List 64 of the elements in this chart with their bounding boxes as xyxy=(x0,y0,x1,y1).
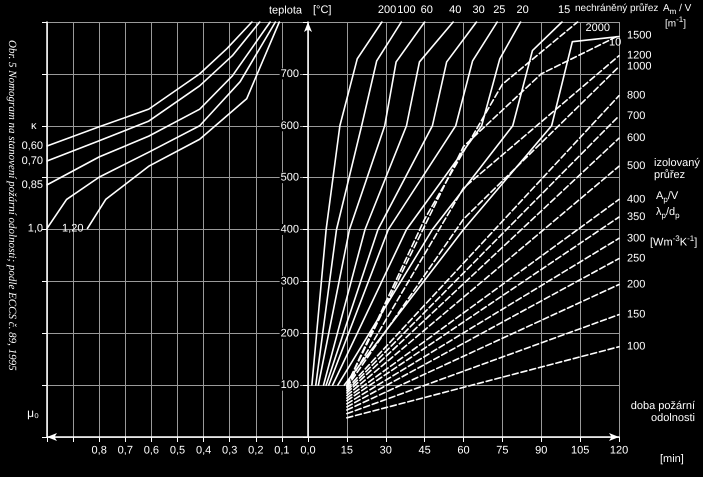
series-label: 1,0 xyxy=(28,222,43,234)
x-tick-label: 0,1 xyxy=(274,444,290,456)
series-label: 200 xyxy=(378,4,396,16)
series-label: 20 xyxy=(516,4,529,16)
x-tick-label: 0,2 xyxy=(248,444,264,456)
series-label: 100 xyxy=(627,340,646,353)
series-label: 2000 xyxy=(586,22,610,34)
x-tick-label: 15 xyxy=(340,444,353,456)
y-tick-label: 100 xyxy=(280,379,299,392)
x-tick-label: 0,0 xyxy=(300,444,316,456)
series-label: 200 xyxy=(627,278,646,290)
series-label: 0,70 xyxy=(22,155,43,168)
text: [min] xyxy=(660,453,684,465)
series-label: 400 xyxy=(627,193,646,206)
series-label: 25 xyxy=(493,4,506,16)
x-tick-label: 105 xyxy=(570,444,590,456)
x-tick-label: 90 xyxy=(535,444,548,456)
series-label: 600 xyxy=(627,132,646,144)
series-label: 150 xyxy=(627,308,646,321)
series-label: 1500 xyxy=(627,29,652,42)
series-label: 350 xyxy=(627,211,646,224)
x-tick-label: 75 xyxy=(496,444,508,456)
text: [Wm$^{-3}$K$^{-1}$] xyxy=(650,233,698,249)
y-tick-label: 400 xyxy=(280,224,299,236)
x-tick-label: 0,6 xyxy=(144,444,160,456)
text: A$_{p}$/V λ$_{p}$/d$_{p}$ xyxy=(656,190,681,222)
x-tick-label: 0,7 xyxy=(118,444,133,456)
y-tick-label: 300 xyxy=(280,275,299,288)
x-tick-label: 0,5 xyxy=(170,444,186,456)
x-tick-label: 0,4 xyxy=(196,444,212,456)
series-label: 40 xyxy=(449,4,462,16)
series-label: 700 xyxy=(627,110,646,122)
text: Obr. 5 Nomogram na stanovení požární odolnosti; podle ECCS č. 89, 1995 xyxy=(6,40,18,371)
series-label: 500 xyxy=(627,160,646,172)
text: A$_{m}$ / V xyxy=(663,3,692,16)
x-axis-title: doba požární odolnosti xyxy=(630,400,695,424)
series-label: 800 xyxy=(627,90,646,102)
text: nechráněný průřez xyxy=(575,3,658,15)
text: izolovaný průřez xyxy=(654,157,701,181)
y-tick-label: 500 xyxy=(280,172,299,184)
x-tick-label: 30 xyxy=(380,444,392,456)
series-label: 0,85 xyxy=(22,178,43,191)
series-label: 250 xyxy=(627,252,646,265)
text: κ xyxy=(31,120,36,132)
x-tick-label: 0,8 xyxy=(92,444,107,456)
x-tick-label: 120 xyxy=(610,444,628,456)
series-label: 15 xyxy=(558,4,570,16)
x-tick-label: 45 xyxy=(418,444,431,456)
y-axis-title: teplota xyxy=(268,4,303,16)
y-tick-label: 600 xyxy=(280,120,299,132)
series-label: 60 xyxy=(420,4,433,16)
y-tick-label: 200 xyxy=(280,327,299,340)
series-label: 30 xyxy=(472,4,485,16)
series-label: 300 xyxy=(627,232,646,244)
y-tick-label: 700 xyxy=(280,68,299,80)
series-label: 100 xyxy=(397,4,416,16)
x-axis-title: μ₀ xyxy=(27,406,40,420)
series-label: 1200 xyxy=(627,50,652,62)
series-label: 1000 xyxy=(627,60,652,73)
x-tick-label: 0,3 xyxy=(222,444,238,456)
text: [°C] xyxy=(313,4,332,16)
series-label: 0,60 xyxy=(22,140,43,152)
text: [m$^{-1}$] xyxy=(665,15,686,30)
x-tick-label: 60 xyxy=(457,444,470,456)
